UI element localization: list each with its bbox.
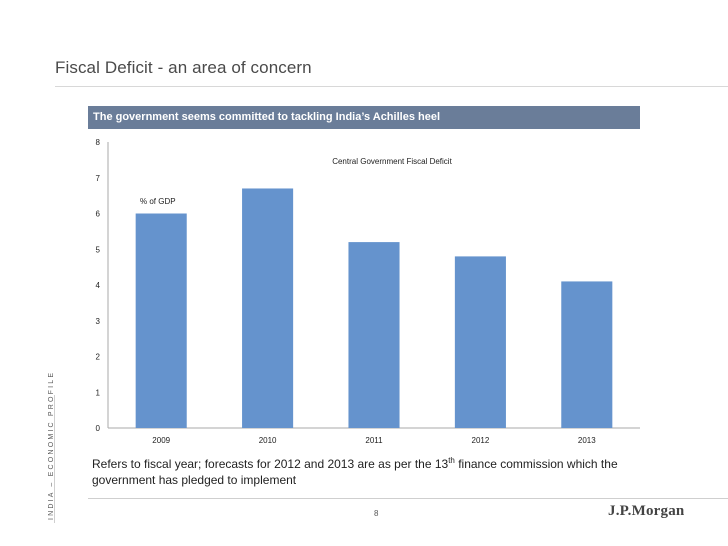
y-tick-label: 6 xyxy=(96,210,101,219)
bar-2010 xyxy=(242,188,294,428)
bar-2013 xyxy=(561,281,613,428)
bar-2011 xyxy=(348,242,400,428)
footnote: Refers to fiscal year; forecasts for 201… xyxy=(92,456,652,488)
left-rule xyxy=(54,395,55,523)
y-tick-label: 7 xyxy=(96,174,101,183)
y-axis-unit-label: % of GDP xyxy=(140,197,176,206)
y-tick-label: 5 xyxy=(96,245,101,254)
page-title: Fiscal Deficit - an area of concern xyxy=(55,58,312,77)
footnote-superscript: th xyxy=(448,456,455,465)
x-tick-label: 2012 xyxy=(472,436,490,445)
y-tick-label: 8 xyxy=(96,138,101,147)
jpmorgan-logo: J.P.Morgan xyxy=(608,503,685,519)
page-number: 8 xyxy=(374,509,379,518)
title-divider xyxy=(55,86,728,87)
chart-banner: The government seems committed to tackli… xyxy=(88,106,640,129)
x-tick-label: 2013 xyxy=(578,436,596,445)
y-tick-label: 4 xyxy=(96,281,101,290)
y-tick-label: 3 xyxy=(96,317,101,326)
y-tick-label: 0 xyxy=(96,424,101,433)
bottom-divider xyxy=(88,498,728,499)
bar-2009 xyxy=(135,213,187,428)
bar-2012 xyxy=(454,256,506,428)
x-label-group: 2009 2010 2011 2012 2013 xyxy=(152,436,596,445)
footnote-text: Refers to fiscal year; forecasts for 201… xyxy=(92,457,449,471)
x-tick-label: 2010 xyxy=(259,436,277,445)
bar-group xyxy=(135,188,613,428)
chart-title: Central Government Fiscal Deficit xyxy=(332,157,452,166)
footnote-text-continued: finance commission which the government … xyxy=(92,457,618,487)
y-tick-label: 2 xyxy=(96,353,101,362)
y-tick-group: 0 1 2 3 4 5 6 7 8 xyxy=(96,138,101,433)
x-tick-label: 2009 xyxy=(152,436,170,445)
y-tick-label: 1 xyxy=(96,388,101,397)
x-tick-label: 2011 xyxy=(365,436,383,445)
